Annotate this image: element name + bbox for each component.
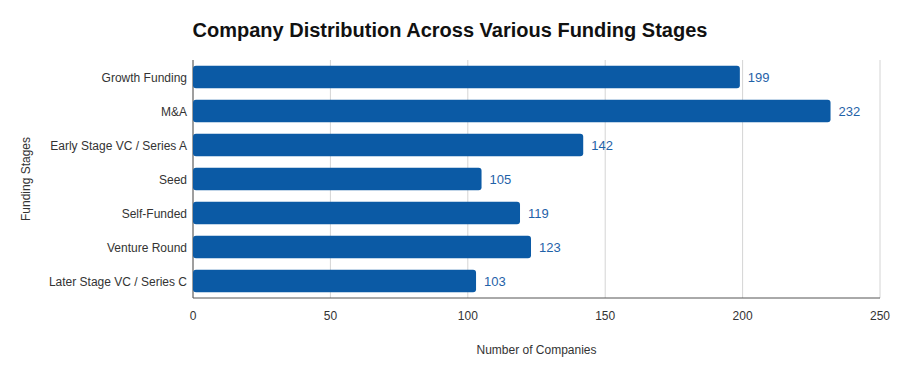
x-tick-label: 50 (324, 309, 338, 323)
bar (193, 100, 831, 122)
category-label: M&A (161, 105, 187, 119)
data-label: 103 (484, 274, 506, 289)
category-label: Seed (159, 173, 187, 187)
x-tick-label: 200 (733, 309, 753, 323)
data-label: 232 (839, 104, 861, 119)
labels: 199 232 142 105 119 123 103 (484, 70, 860, 289)
data-label: 123 (539, 240, 561, 255)
bar (193, 66, 740, 88)
data-label: 105 (490, 172, 512, 187)
x-tick-label: 250 (870, 309, 890, 323)
chart-title: Company Distribution Across Various Fund… (193, 19, 708, 41)
data-label: 119 (528, 206, 549, 221)
bars (193, 66, 831, 292)
category-label: Self-Funded (122, 207, 187, 221)
x-tick-label: 150 (595, 309, 615, 323)
bar (193, 134, 583, 156)
category-label: Later Stage VC / Series C (49, 275, 187, 289)
grid-line (605, 60, 606, 298)
category-label: Growth Funding (102, 71, 187, 85)
bar (193, 236, 531, 258)
bar (193, 202, 520, 224)
chart-container: Company Distribution Across Various Fund… (0, 0, 900, 374)
bar (193, 270, 476, 292)
x-axis-line (193, 298, 880, 299)
data-label: 199 (748, 70, 770, 85)
x-tick-label: 100 (458, 309, 478, 323)
data-label: 142 (591, 138, 613, 153)
chart-svg: Company Distribution Across Various Fund… (0, 0, 900, 374)
category-label: Early Stage VC / Series A (50, 139, 187, 153)
grid-line (880, 60, 881, 298)
category-label: Venture Round (107, 241, 187, 255)
x-tick-label: 0 (190, 309, 197, 323)
x-axis-title: Number of Companies (476, 343, 596, 357)
grid-line (742, 60, 743, 298)
bar (193, 168, 482, 190)
y-axis-title: Funding Stages (19, 137, 33, 221)
